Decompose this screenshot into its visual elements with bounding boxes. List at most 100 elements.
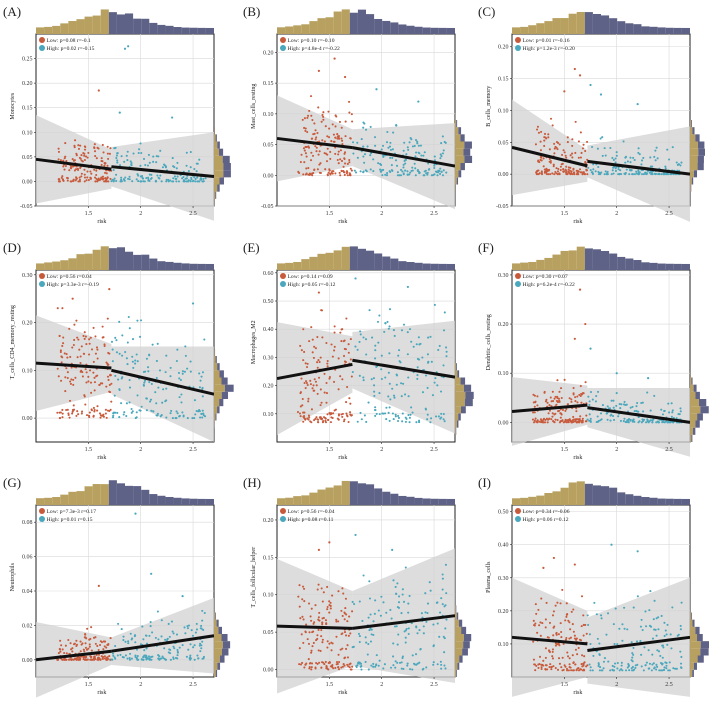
point-low — [319, 388, 322, 391]
point-low — [321, 621, 324, 624]
point-low — [558, 421, 562, 424]
point-low — [303, 161, 306, 164]
point-high — [387, 327, 390, 330]
point-high — [432, 661, 435, 664]
histogram-bar — [691, 377, 693, 385]
point-high — [365, 353, 368, 356]
point-low — [97, 649, 100, 652]
point-low — [106, 176, 109, 179]
point-high — [199, 178, 202, 181]
point-low — [571, 623, 574, 626]
point-low — [337, 388, 340, 391]
point-high — [443, 420, 446, 423]
point-high — [440, 597, 443, 600]
point-outlier — [573, 563, 576, 566]
point-high — [130, 163, 133, 166]
confidence-band-low — [36, 315, 112, 411]
marginal-histogram-top — [512, 11, 690, 35]
point-high — [441, 573, 444, 576]
point-low — [326, 135, 329, 138]
point-high — [636, 401, 639, 405]
point-low — [341, 632, 344, 635]
point-low — [68, 416, 71, 419]
point-high — [606, 170, 609, 173]
histogram-bar — [357, 248, 366, 270]
fit-line-high — [352, 146, 456, 168]
point-high — [668, 411, 671, 414]
point-high — [412, 345, 415, 348]
point-low — [570, 400, 573, 403]
point-high — [170, 620, 174, 623]
legend-swatch-low — [280, 37, 286, 43]
point-low — [316, 366, 319, 369]
point-high — [181, 177, 184, 180]
point-high — [418, 419, 421, 422]
point-low — [571, 152, 574, 155]
point-low — [582, 668, 585, 671]
y-tick-label: 0.00 — [498, 420, 509, 426]
point-low — [80, 369, 83, 372]
marginal-histogram-right — [455, 363, 474, 435]
fit-line-low — [276, 362, 353, 381]
point-low — [101, 178, 104, 181]
point-high — [156, 412, 159, 415]
point-high — [201, 619, 204, 622]
point-low — [75, 177, 79, 180]
point-high — [637, 169, 640, 172]
point-high — [183, 626, 186, 629]
point-high — [160, 180, 163, 183]
point-high — [143, 379, 147, 382]
point-high — [671, 146, 674, 149]
point-high — [400, 329, 404, 332]
point-high — [600, 614, 603, 617]
point-high — [372, 158, 375, 161]
point-high — [660, 173, 663, 176]
point-high — [637, 151, 640, 154]
x-tick-label: 2 — [380, 211, 383, 217]
point-high — [402, 323, 406, 326]
point-high — [661, 413, 664, 416]
point-high — [351, 600, 354, 603]
point-low — [63, 651, 66, 655]
point-low — [326, 413, 329, 416]
histogram-bar — [301, 24, 310, 34]
point-high — [394, 413, 397, 416]
point-high — [144, 163, 147, 167]
y-axis-label: T_cells_CD4_memory_resting — [10, 305, 16, 379]
point-high — [667, 173, 670, 176]
point-high — [136, 394, 139, 397]
point-high — [605, 633, 608, 636]
point-low — [551, 415, 554, 418]
point-high — [612, 623, 615, 626]
x-axis-label: risk — [573, 455, 582, 461]
histogram-bar — [390, 22, 399, 34]
histogram-bar — [133, 18, 142, 34]
y-tick-label: 0.15 — [498, 77, 509, 83]
point-low — [313, 345, 316, 348]
point-low — [544, 626, 547, 629]
point-high — [632, 653, 635, 656]
fit-line-low — [35, 157, 112, 171]
point-high — [586, 418, 589, 421]
point-low — [345, 412, 348, 415]
point-low — [83, 154, 86, 157]
point-low — [560, 163, 563, 166]
point-high — [388, 382, 391, 385]
point-low — [321, 641, 324, 644]
point-high — [116, 152, 119, 155]
histogram-bar — [657, 27, 666, 34]
point-high — [396, 643, 399, 646]
point-high — [411, 166, 414, 169]
point-high — [664, 167, 667, 170]
point-outlier — [97, 89, 100, 92]
point-low — [568, 418, 571, 421]
point-low — [73, 338, 76, 342]
point-high — [401, 170, 404, 173]
histogram-bar — [108, 480, 117, 505]
histogram-bar — [141, 18, 150, 34]
point-low — [568, 171, 571, 174]
point-low — [559, 602, 562, 605]
point-low — [566, 136, 569, 139]
point-high — [626, 160, 629, 163]
point-high — [439, 157, 442, 160]
